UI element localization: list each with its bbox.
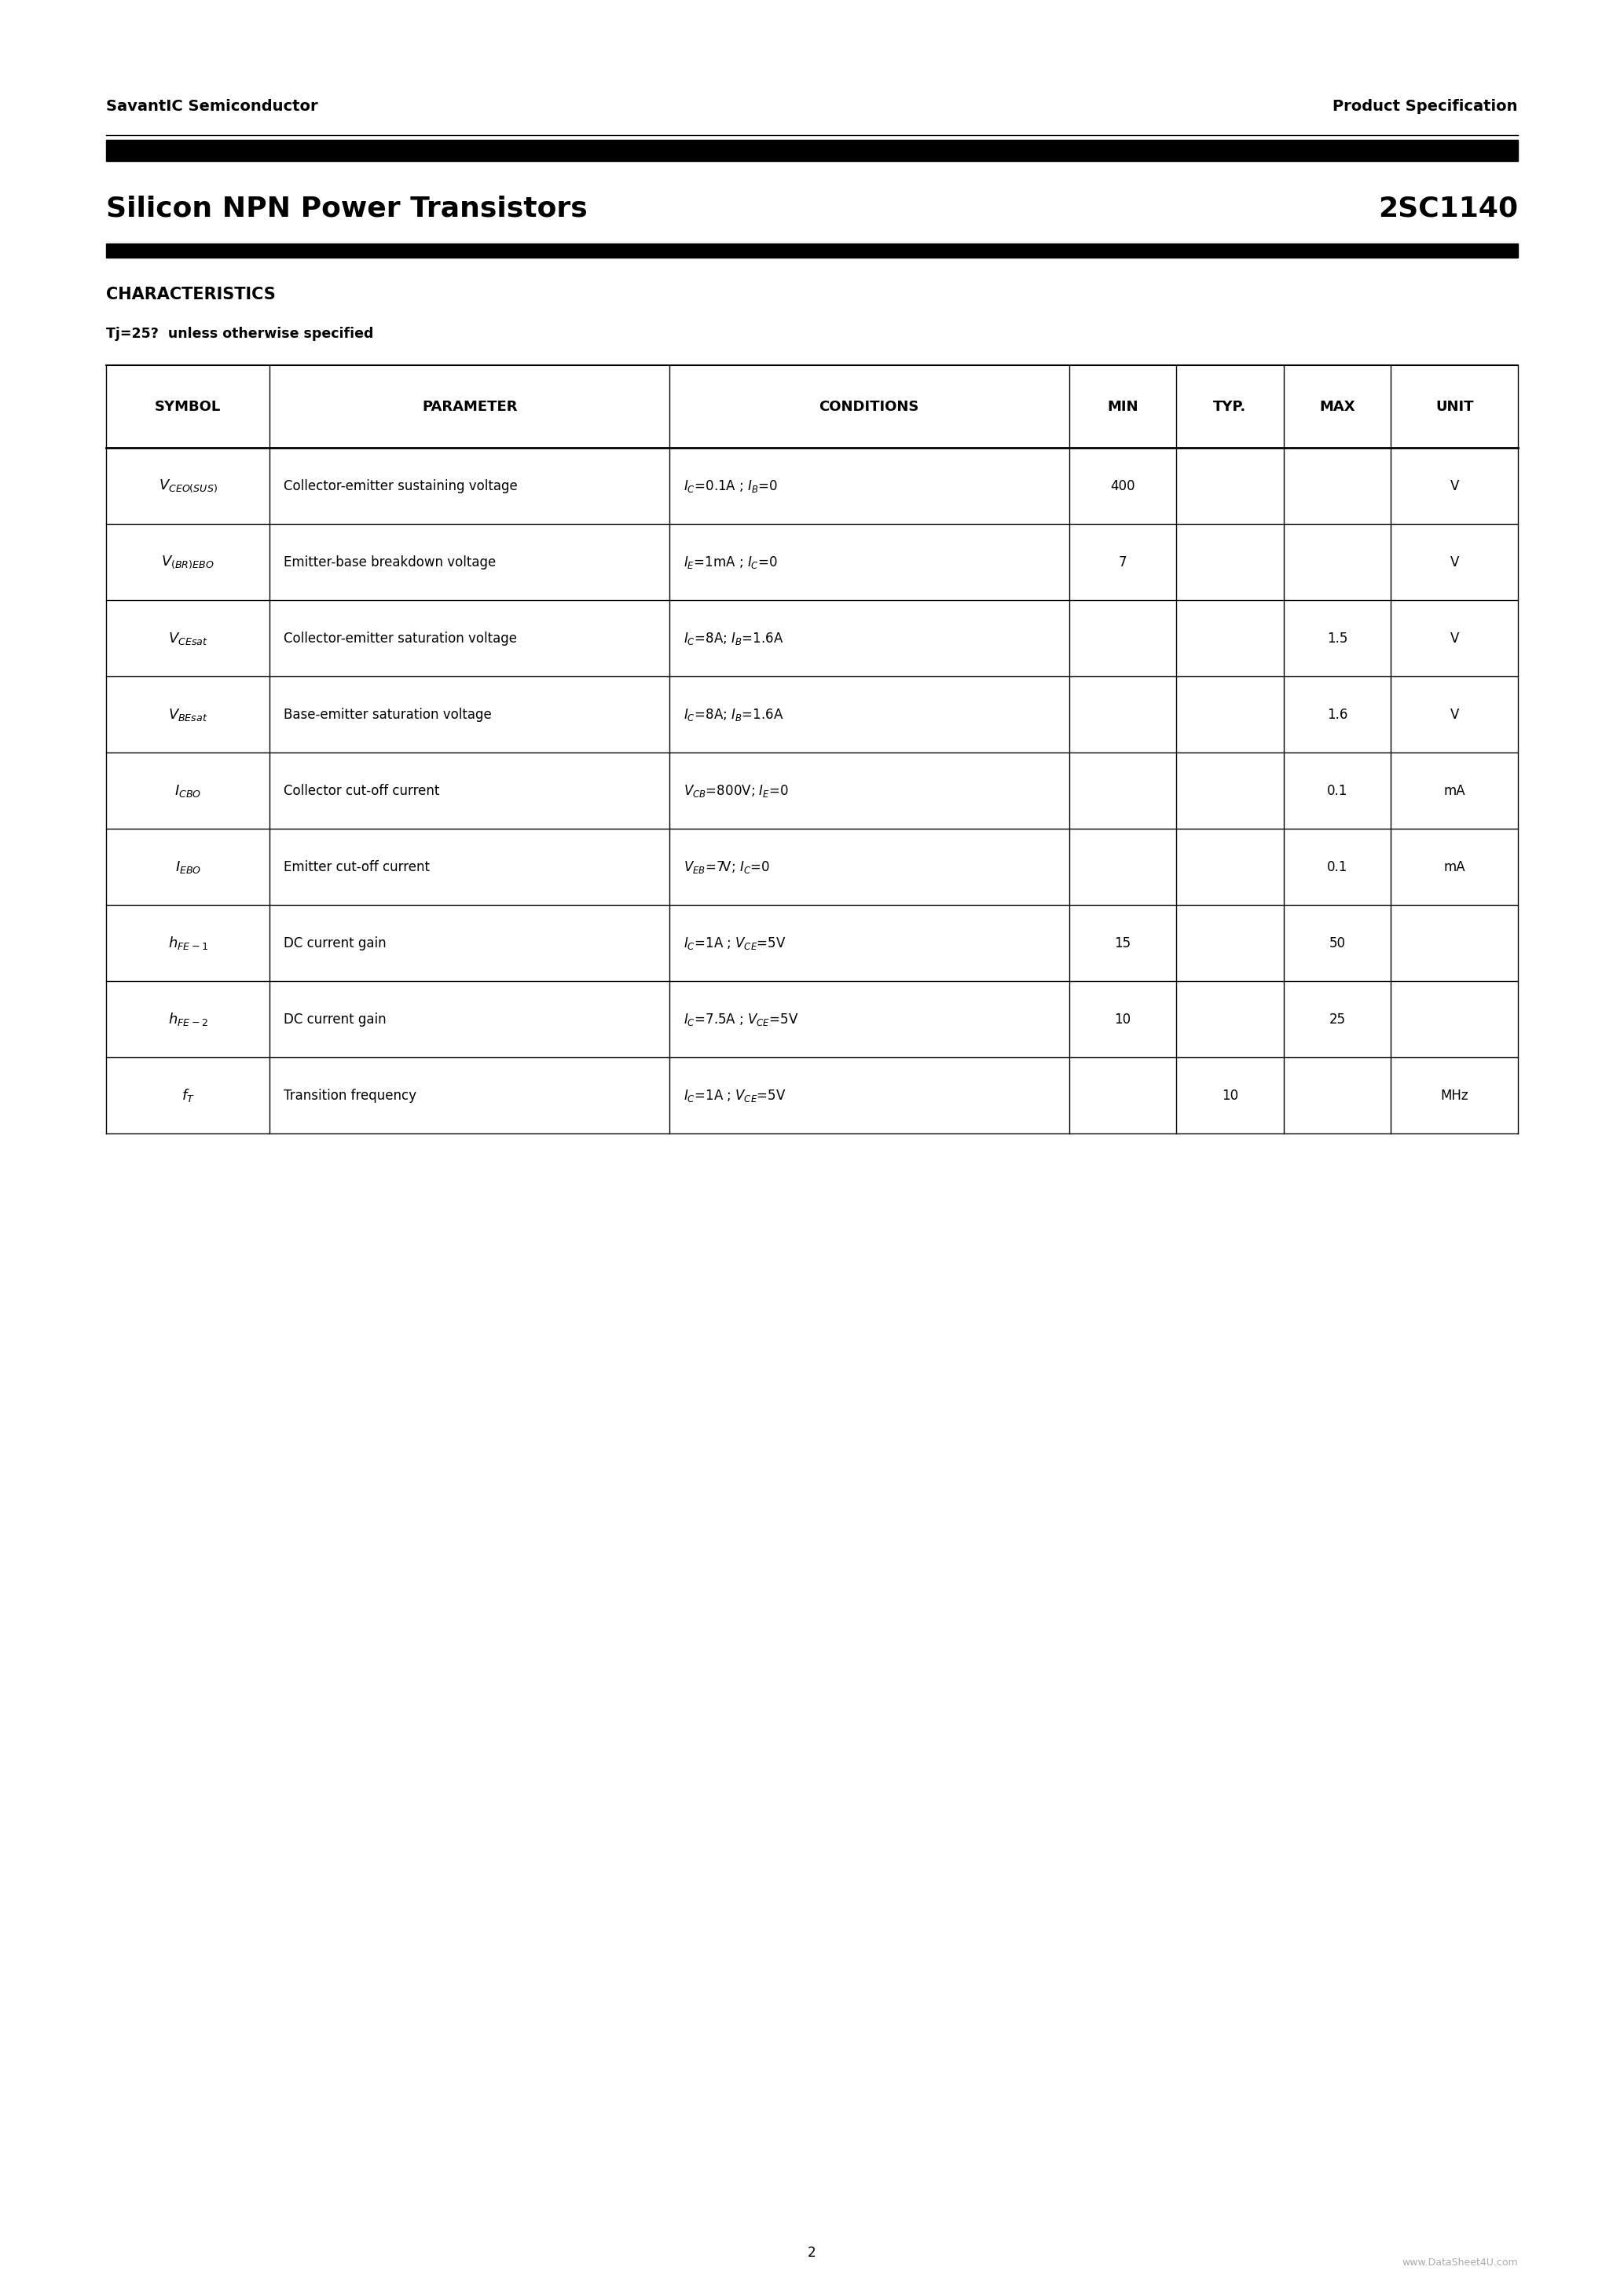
Text: Collector cut-off current: Collector cut-off current — [284, 783, 440, 797]
Bar — [106, 243, 1518, 257]
Text: mA: mA — [1444, 859, 1465, 875]
Text: $I_C$=1A ; $V_{CE}$=5V: $I_C$=1A ; $V_{CE}$=5V — [684, 1088, 786, 1102]
Text: $V_{CEO(SUS)}$: $V_{CEO(SUS)}$ — [159, 478, 218, 494]
Text: 2SC1140: 2SC1140 — [1379, 195, 1518, 220]
Text: DC current gain: DC current gain — [284, 937, 387, 951]
Text: 15: 15 — [1114, 937, 1130, 951]
Text: $h_{FE-1}$: $h_{FE-1}$ — [167, 934, 208, 951]
Text: mA: mA — [1444, 783, 1465, 797]
Text: CHARACTERISTICS: CHARACTERISTICS — [106, 287, 276, 303]
Text: V: V — [1450, 707, 1458, 721]
Text: Silicon NPN Power Transistors: Silicon NPN Power Transistors — [106, 195, 588, 220]
Text: $V_{CB}$=800V; $I_E$=0: $V_{CB}$=800V; $I_E$=0 — [684, 783, 789, 799]
Text: UNIT: UNIT — [1436, 400, 1473, 413]
Text: TYP.: TYP. — [1213, 400, 1247, 413]
Text: Collector-emitter saturation voltage: Collector-emitter saturation voltage — [284, 631, 518, 645]
Text: $I_C$=1A ; $V_{CE}$=5V: $I_C$=1A ; $V_{CE}$=5V — [684, 934, 786, 951]
Text: Tj=25?  unless otherwise specified: Tj=25? unless otherwise specified — [106, 326, 374, 340]
Text: 10: 10 — [1221, 1088, 1237, 1102]
Text: MHz: MHz — [1440, 1088, 1468, 1102]
Text: $V_{EB}$=7V; $I_C$=0: $V_{EB}$=7V; $I_C$=0 — [684, 859, 770, 875]
Text: 25: 25 — [1328, 1013, 1346, 1026]
Text: MAX: MAX — [1319, 400, 1354, 413]
Bar — [106, 140, 1518, 161]
Text: Collector-emitter sustaining voltage: Collector-emitter sustaining voltage — [284, 480, 518, 494]
Text: $I_C$=0.1A ; $I_B$=0: $I_C$=0.1A ; $I_B$=0 — [684, 478, 778, 494]
Text: $h_{FE-2}$: $h_{FE-2}$ — [167, 1010, 208, 1026]
Text: $I_C$=7.5A ; $V_{CE}$=5V: $I_C$=7.5A ; $V_{CE}$=5V — [684, 1010, 799, 1026]
Text: 1.6: 1.6 — [1327, 707, 1348, 721]
Text: $I_{EBO}$: $I_{EBO}$ — [175, 859, 201, 875]
Text: 7: 7 — [1119, 556, 1127, 569]
Text: $I_{CBO}$: $I_{CBO}$ — [174, 783, 201, 799]
Text: 0.1: 0.1 — [1327, 859, 1348, 875]
Text: $I_E$=1mA ; $I_C$=0: $I_E$=1mA ; $I_C$=0 — [684, 553, 778, 569]
Text: 400: 400 — [1111, 480, 1135, 494]
Text: SYMBOL: SYMBOL — [154, 400, 221, 413]
Text: $I_C$=8A; $I_B$=1.6A: $I_C$=8A; $I_B$=1.6A — [684, 707, 783, 723]
Text: DC current gain: DC current gain — [284, 1013, 387, 1026]
Text: 1.5: 1.5 — [1327, 631, 1348, 645]
Text: 2: 2 — [807, 2245, 817, 2259]
Text: V: V — [1450, 556, 1458, 569]
Text: 0.1: 0.1 — [1327, 783, 1348, 797]
Text: MIN: MIN — [1108, 400, 1138, 413]
Text: Product Specification: Product Specification — [1333, 99, 1518, 113]
Text: Transition frequency: Transition frequency — [284, 1088, 417, 1102]
Text: $I_C$=8A; $I_B$=1.6A: $I_C$=8A; $I_B$=1.6A — [684, 631, 783, 645]
Text: $V_{(BR)EBO}$: $V_{(BR)EBO}$ — [161, 553, 214, 569]
Text: 50: 50 — [1328, 937, 1345, 951]
Text: CONDITIONS: CONDITIONS — [818, 400, 919, 413]
Text: $f_T$: $f_T$ — [182, 1086, 195, 1104]
Text: Base-emitter saturation voltage: Base-emitter saturation voltage — [284, 707, 492, 721]
Text: www.DataSheet4U.com: www.DataSheet4U.com — [1402, 2257, 1518, 2268]
Text: V: V — [1450, 480, 1458, 494]
Text: $V_{CEsat}$: $V_{CEsat}$ — [167, 631, 208, 645]
Text: V: V — [1450, 631, 1458, 645]
Text: $V_{BEsat}$: $V_{BEsat}$ — [169, 707, 208, 723]
Text: SavantIC Semiconductor: SavantIC Semiconductor — [106, 99, 318, 113]
Text: Emitter-base breakdown voltage: Emitter-base breakdown voltage — [284, 556, 497, 569]
Text: Emitter cut-off current: Emitter cut-off current — [284, 859, 430, 875]
Text: 10: 10 — [1114, 1013, 1130, 1026]
Text: PARAMETER: PARAMETER — [422, 400, 518, 413]
